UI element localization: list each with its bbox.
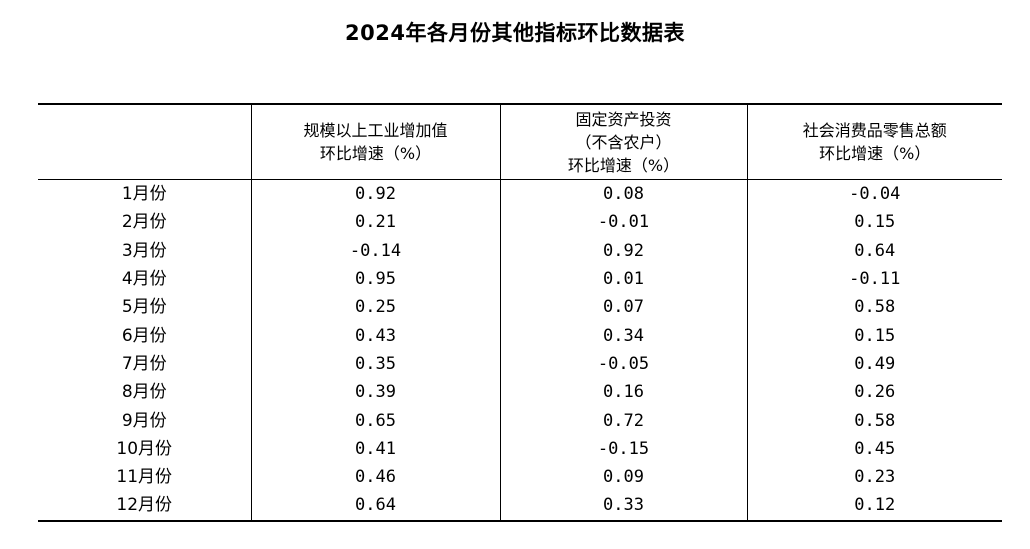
cell-month: 5月份 [38,293,252,322]
cell-month: 11月份 [38,462,252,492]
header-line: 社会消费品零售总额 [802,121,947,140]
cell-investment: -0.05 [500,349,748,379]
cell-industry: 0.41 [251,434,501,463]
header-line: （不含农户） [575,132,672,152]
cell-investment: 0.08 [500,179,748,209]
header-line: 环比增速（%） [319,144,432,163]
cell-industry: 0.21 [251,208,501,237]
header-cell-investment: 固定资产投资 （不含农户） 环比增速（%） [500,104,748,180]
cell-month: 9月份 [38,406,252,435]
cell-industry: 0.39 [251,378,501,407]
table-row: 4月份 0.95 0.01 -0.11 [38,264,1002,294]
cell-month: 7月份 [38,349,252,379]
header-line: 规模以上工业增加值 [303,121,448,140]
cell-industry: 0.25 [251,293,501,322]
table-row: 1月份 0.92 0.08 -0.04 [38,179,1002,209]
cell-investment: -0.15 [500,434,748,463]
table-row: 11月份 0.46 0.09 0.23 [38,462,1002,492]
cell-month: 1月份 [38,179,252,209]
header-line: 环比增速（%） [819,144,931,163]
header-cell-month [38,104,252,180]
table-row: 3月份 -0.14 0.92 0.64 [38,236,1002,265]
cell-month: 8月份 [38,378,252,407]
cell-retail: 0.12 [854,495,896,516]
table-header: 规模以上工业增加值 环比增速（%） 固定资产投资 （不含农户） 环比增速（%） … [38,104,1002,180]
cell-month: 3月份 [38,236,252,265]
cell-industry: 0.95 [251,264,501,294]
cell-industry: 0.92 [251,179,501,209]
cell-investment: 0.07 [500,293,748,322]
cell-industry: 0.43 [251,321,501,350]
cell-industry: 0.35 [251,349,501,379]
table-row: 6月份 0.43 0.34 0.15 [38,321,1002,350]
cell-retail: 0.15 [854,325,896,346]
cell-industry: 0.46 [251,462,501,492]
table-row: 7月份 0.35 -0.05 0.49 [38,349,1002,379]
cell-retail: -0.11 [849,269,901,290]
page-title: 2024年各月份其他指标环比数据表 [345,21,685,45]
cell-investment: 0.33 [500,491,748,521]
header-cell-industry: 规模以上工业增加值 环比增速（%） [251,104,501,180]
cell-month: 10月份 [38,434,252,463]
header-line: 环比增速（%） [567,155,680,175]
cell-retail: 0.49 [854,353,896,374]
cell-month: 12月份 [38,491,252,521]
cell-retail: 0.23 [854,467,896,488]
table-row: 2月份 0.21 -0.01 0.15 [38,208,1002,237]
cell-retail: 0.45 [854,438,896,459]
table-row: 8月份 0.39 0.16 0.26 [38,378,1002,407]
cell-investment: 0.09 [500,462,748,492]
cell-investment: -0.01 [500,208,748,237]
table-row: 12月份 0.64 0.33 0.12 [38,491,1002,521]
cell-month: 4月份 [38,264,252,294]
cell-retail: 0.15 [854,212,896,233]
table-row: 10月份 0.41 -0.15 0.45 [38,434,1002,463]
cell-retail: 0.64 [854,240,896,261]
cell-retail: 0.58 [854,297,896,318]
cell-industry: -0.14 [251,236,501,265]
header-row: 规模以上工业增加值 环比增速（%） 固定资产投资 （不含农户） 环比增速（%） … [38,104,1002,180]
header-cell-retail: 社会消费品零售总额 环比增速（%） [747,104,1002,180]
cell-retail: 0.58 [854,410,896,431]
header-line: 固定资产投资 [575,109,672,129]
cell-retail: -0.04 [849,184,901,205]
cell-investment: 0.16 [500,378,748,407]
cell-industry: 0.65 [251,406,501,435]
cell-investment: 0.92 [500,236,748,265]
cell-investment: 0.01 [500,264,748,294]
data-table: 规模以上工业增加值 环比增速（%） 固定资产投资 （不含农户） 环比增速（%） … [38,103,1002,522]
cell-investment: 0.34 [500,321,748,350]
cell-month: 6月份 [38,321,252,350]
cell-industry: 0.64 [251,491,501,521]
cell-investment: 0.72 [500,406,748,435]
table-row: 5月份 0.25 0.07 0.58 [38,293,1002,322]
cell-month: 2月份 [38,208,252,237]
table-row: 9月份 0.65 0.72 0.58 [38,406,1002,435]
cell-retail: 0.26 [854,382,896,403]
table-body: 1月份 0.92 0.08 -0.04 2月份 0.21 -0.01 0.15 3月份 -0.14… [38,179,1002,521]
